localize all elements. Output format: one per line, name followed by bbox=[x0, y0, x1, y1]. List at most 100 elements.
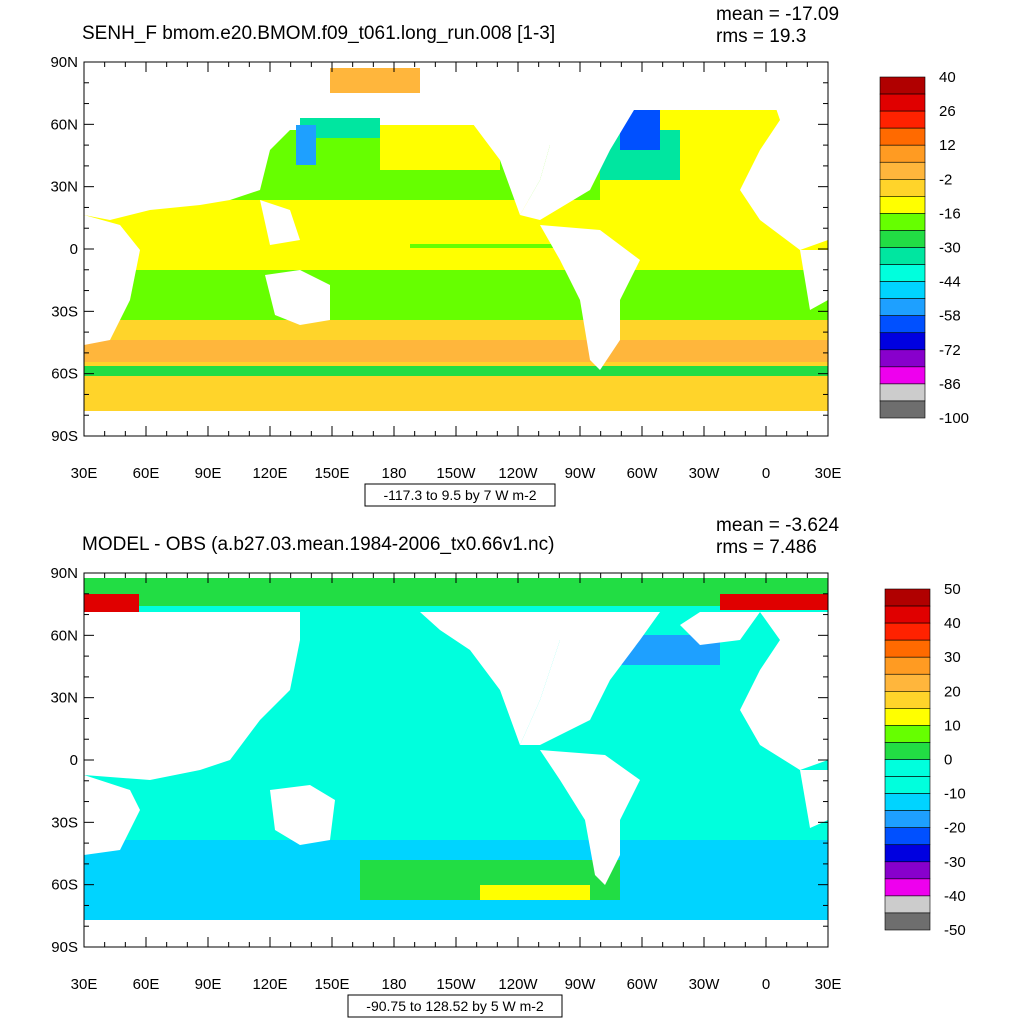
field-layer bbox=[84, 573, 828, 947]
africa-south bbox=[800, 770, 828, 828]
lon-label: 180 bbox=[381, 465, 406, 482]
colorbar-swatch bbox=[884, 861, 931, 880]
colorbar-label: 12 bbox=[939, 137, 956, 154]
greenland bbox=[680, 612, 760, 645]
map-panel-bottom: MODEL - OBS (a.b27.03.mean.1984-2006_tx0… bbox=[50, 515, 966, 1018]
north-america-west bbox=[420, 62, 560, 215]
lat-label: 90N bbox=[50, 565, 78, 582]
contour-info-box bbox=[347, 994, 563, 1018]
colorbar-label: 30 bbox=[944, 649, 961, 666]
map-ticks bbox=[83, 572, 829, 948]
greenland bbox=[680, 62, 760, 110]
colorbar-swatch bbox=[879, 400, 926, 419]
colorbar-label: -20 bbox=[944, 820, 966, 837]
barents-red-patch bbox=[720, 594, 828, 610]
lat-label: 60N bbox=[50, 627, 78, 644]
lat-label: 60S bbox=[51, 366, 78, 383]
colorbar-swatch bbox=[884, 725, 931, 743]
arctic-red-patch bbox=[84, 594, 139, 612]
colorbar-label: -2 bbox=[939, 171, 952, 188]
ocean-antarctic-margin bbox=[84, 395, 828, 411]
rms-value: rms = 19.3 bbox=[716, 26, 806, 47]
ocean-southern-orange bbox=[84, 340, 828, 362]
colorbar-swatch bbox=[879, 179, 926, 197]
colorbar-swatch bbox=[884, 673, 931, 692]
colorbar-swatch bbox=[884, 622, 931, 641]
lon-label: 90E bbox=[195, 465, 222, 482]
rms-value: rms = 7.486 bbox=[716, 537, 817, 558]
colorbar-label: -50 bbox=[944, 922, 966, 939]
lon-label: 30W bbox=[689, 976, 721, 993]
colorbar-swatch bbox=[879, 161, 926, 180]
colorbar-swatch bbox=[884, 759, 931, 777]
lon-label: 30E bbox=[815, 976, 842, 993]
colorbar-label: 50 bbox=[944, 581, 961, 598]
colorbar-label: 26 bbox=[939, 103, 956, 120]
colorbar-label: -58 bbox=[939, 308, 961, 325]
colorbar-swatch bbox=[879, 93, 926, 112]
colorbar-swatch bbox=[879, 366, 926, 385]
lon-label: 30E bbox=[71, 465, 98, 482]
europe-africa-west bbox=[740, 612, 828, 770]
kuroshio-band bbox=[300, 118, 380, 138]
lon-label: 60W bbox=[627, 976, 659, 993]
lat-label: 0 bbox=[70, 752, 78, 769]
lon-label: 0 bbox=[762, 465, 770, 482]
australia bbox=[265, 270, 330, 325]
contour-info: -90.75 to 128.52 by 5 W m-2 bbox=[366, 998, 544, 1014]
colorbar-swatch bbox=[884, 878, 931, 897]
colorbar-swatch bbox=[879, 230, 926, 248]
lon-label: 120W bbox=[498, 976, 538, 993]
lat-label: 0 bbox=[70, 241, 78, 258]
colorbar-swatch bbox=[879, 349, 926, 368]
contour-info-box bbox=[364, 483, 556, 507]
colorbar: 50 40 30 20 10 0 -10 -20 -30 -40 -50 bbox=[884, 581, 966, 939]
colorbar-swatch bbox=[884, 742, 931, 760]
lat-label: 30N bbox=[50, 690, 78, 707]
north-america-west bbox=[420, 612, 560, 745]
lon-label: 150E bbox=[314, 976, 349, 993]
panel-title: SENH_F bmom.e20.BMOM.f09_t061.long_run.0… bbox=[82, 23, 555, 44]
arctic-orange-patch bbox=[330, 68, 420, 93]
lon-label: 30W bbox=[689, 465, 721, 482]
colorbar-swatch bbox=[884, 776, 931, 794]
colorbar-swatch bbox=[879, 127, 926, 146]
lon-label: 60E bbox=[133, 976, 160, 993]
south-america bbox=[540, 225, 640, 370]
map-panel-top: SENH_F bmom.e20.BMOM.f09_t061.long_run.0… bbox=[50, 4, 969, 507]
australia bbox=[270, 785, 335, 845]
colorbar-swatch bbox=[884, 656, 931, 675]
lon-label: 150W bbox=[436, 976, 476, 993]
lon-label: 90W bbox=[565, 465, 597, 482]
colorbar-swatch bbox=[884, 912, 931, 931]
lon-label: 0 bbox=[762, 976, 770, 993]
lon-label: 60E bbox=[133, 465, 160, 482]
lon-label: 30E bbox=[815, 465, 842, 482]
lat-label: 60N bbox=[50, 116, 78, 133]
colorbar-swatch bbox=[879, 298, 926, 316]
lat-label: 30N bbox=[50, 179, 78, 196]
colorbar-swatch bbox=[879, 332, 926, 351]
lat-label: 30S bbox=[51, 814, 78, 831]
colorbar-label: -10 bbox=[944, 786, 966, 803]
lat-label: 90S bbox=[51, 428, 78, 445]
contour-info: -117.3 to 9.5 by 7 W m-2 bbox=[383, 487, 536, 503]
lon-label: 150W bbox=[436, 465, 476, 482]
lat-label: 60S bbox=[51, 877, 78, 894]
africa-east bbox=[84, 775, 140, 855]
colorbar-label: -100 bbox=[939, 410, 969, 427]
colorbar-swatch bbox=[879, 264, 926, 282]
map-ticks bbox=[83, 61, 829, 437]
lon-label: 90E bbox=[195, 976, 222, 993]
colorbar-label: -16 bbox=[939, 205, 961, 222]
lon-label: 120W bbox=[498, 465, 538, 482]
lon-label: 120E bbox=[252, 465, 287, 482]
colorbar-swatch bbox=[879, 76, 926, 95]
lon-label: 30E bbox=[71, 976, 98, 993]
colorbar-label: -72 bbox=[939, 342, 961, 359]
lat-label: 90S bbox=[51, 939, 78, 956]
lon-label: 60W bbox=[627, 465, 659, 482]
colorbar-label: -30 bbox=[939, 240, 961, 257]
